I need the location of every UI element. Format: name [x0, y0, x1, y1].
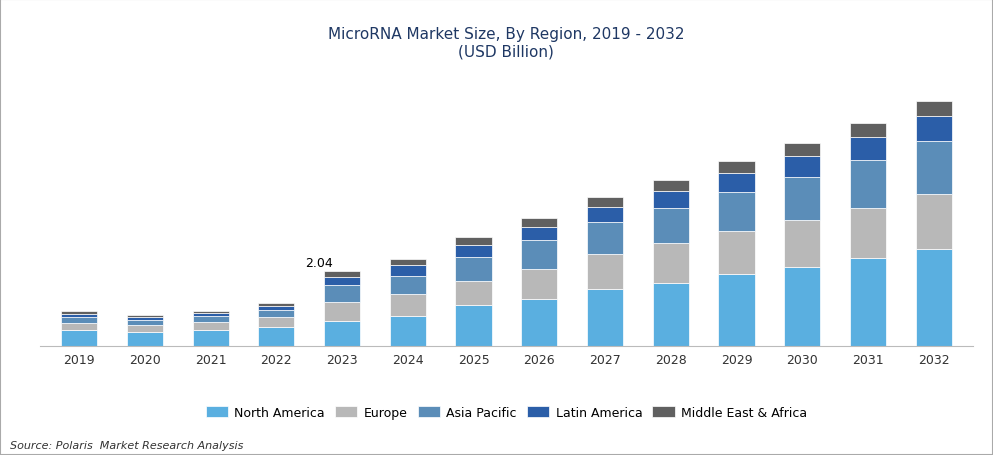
- Bar: [62, 312, 97, 314]
- Bar: [258, 318, 295, 327]
- Bar: [784, 268, 820, 346]
- Text: 2.04: 2.04: [305, 257, 333, 270]
- Bar: [916, 249, 951, 346]
- Bar: [193, 323, 228, 330]
- Bar: [258, 310, 295, 318]
- Bar: [521, 241, 557, 269]
- Bar: [389, 295, 426, 316]
- Bar: [521, 218, 557, 227]
- Bar: [718, 162, 755, 174]
- Bar: [62, 314, 97, 318]
- Bar: [193, 317, 228, 323]
- Bar: [850, 137, 886, 160]
- Bar: [193, 313, 228, 317]
- Bar: [258, 307, 295, 310]
- Bar: [850, 160, 886, 208]
- Bar: [587, 223, 624, 255]
- Bar: [784, 157, 820, 177]
- Bar: [456, 245, 492, 258]
- Bar: [456, 306, 492, 346]
- Bar: [587, 197, 624, 207]
- Bar: [127, 318, 163, 320]
- Text: Source: Polaris  Market Research Analysis: Source: Polaris Market Research Analysis: [10, 440, 243, 450]
- Bar: [127, 315, 163, 318]
- Bar: [850, 123, 886, 137]
- Bar: [784, 221, 820, 268]
- Bar: [521, 269, 557, 299]
- Bar: [389, 266, 426, 276]
- Bar: [850, 208, 886, 258]
- Bar: [718, 174, 755, 192]
- Bar: [916, 101, 951, 117]
- Bar: [784, 143, 820, 157]
- Bar: [718, 192, 755, 232]
- Bar: [784, 177, 820, 221]
- Bar: [324, 272, 360, 277]
- Bar: [127, 320, 163, 325]
- Bar: [587, 289, 624, 346]
- Bar: [258, 303, 295, 307]
- Legend: North America, Europe, Asia Pacific, Latin America, Middle East & Africa: North America, Europe, Asia Pacific, Lat…: [201, 401, 812, 424]
- Bar: [193, 330, 228, 346]
- Bar: [324, 302, 360, 321]
- Bar: [850, 258, 886, 346]
- Bar: [652, 180, 689, 191]
- Bar: [389, 276, 426, 295]
- Bar: [456, 281, 492, 306]
- Bar: [587, 255, 624, 289]
- Bar: [521, 299, 557, 346]
- Bar: [456, 238, 492, 245]
- Bar: [652, 244, 689, 283]
- Bar: [62, 323, 97, 330]
- Bar: [127, 332, 163, 346]
- Bar: [324, 286, 360, 302]
- Bar: [521, 227, 557, 241]
- Bar: [324, 321, 360, 346]
- Bar: [916, 142, 951, 195]
- Bar: [652, 283, 689, 346]
- Bar: [652, 191, 689, 208]
- Bar: [324, 277, 360, 286]
- Bar: [389, 259, 426, 266]
- Bar: [718, 232, 755, 275]
- Bar: [258, 327, 295, 346]
- Bar: [916, 117, 951, 142]
- Title: MicroRNA Market Size, By Region, 2019 - 2032
(USD Billion): MicroRNA Market Size, By Region, 2019 - …: [328, 27, 685, 59]
- Bar: [916, 195, 951, 249]
- Bar: [652, 208, 689, 244]
- Bar: [389, 316, 426, 346]
- Bar: [62, 318, 97, 323]
- Bar: [587, 207, 624, 223]
- Bar: [718, 275, 755, 346]
- Bar: [193, 311, 228, 313]
- Bar: [62, 330, 97, 346]
- Bar: [456, 258, 492, 281]
- Bar: [127, 325, 163, 332]
